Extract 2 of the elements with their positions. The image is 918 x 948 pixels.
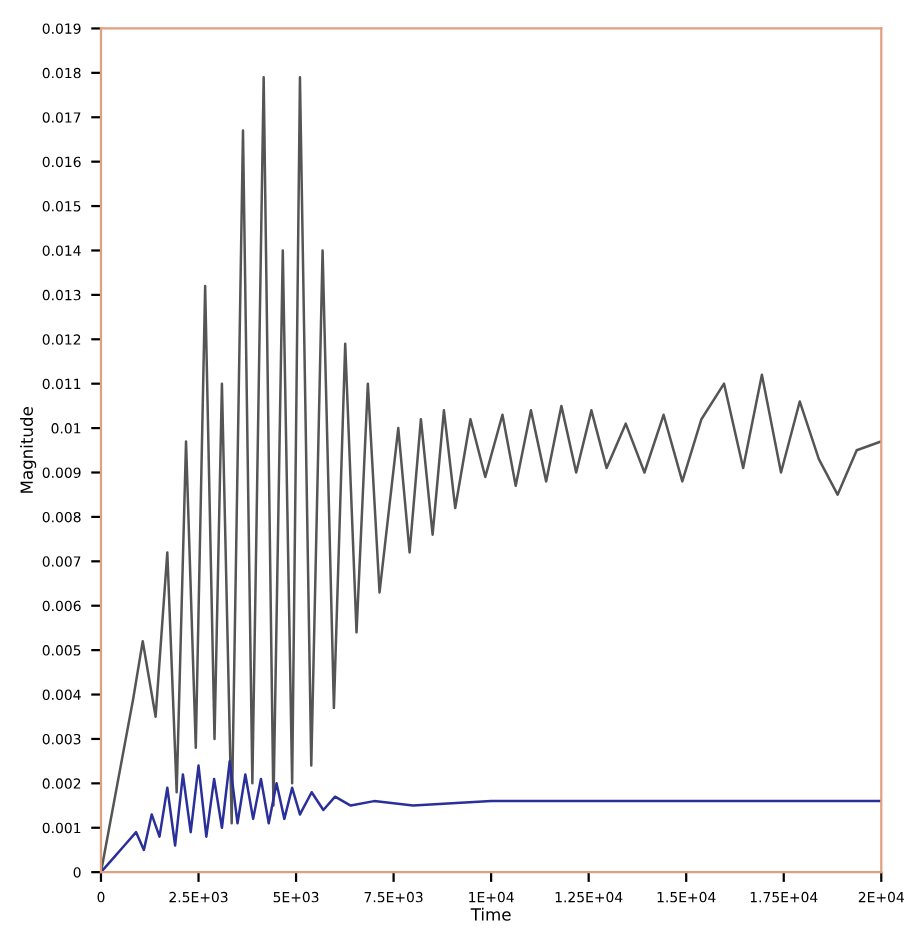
- y-axis-title: Magnitude: [20, 407, 37, 493]
- x-axis-title: Time: [470, 907, 511, 921]
